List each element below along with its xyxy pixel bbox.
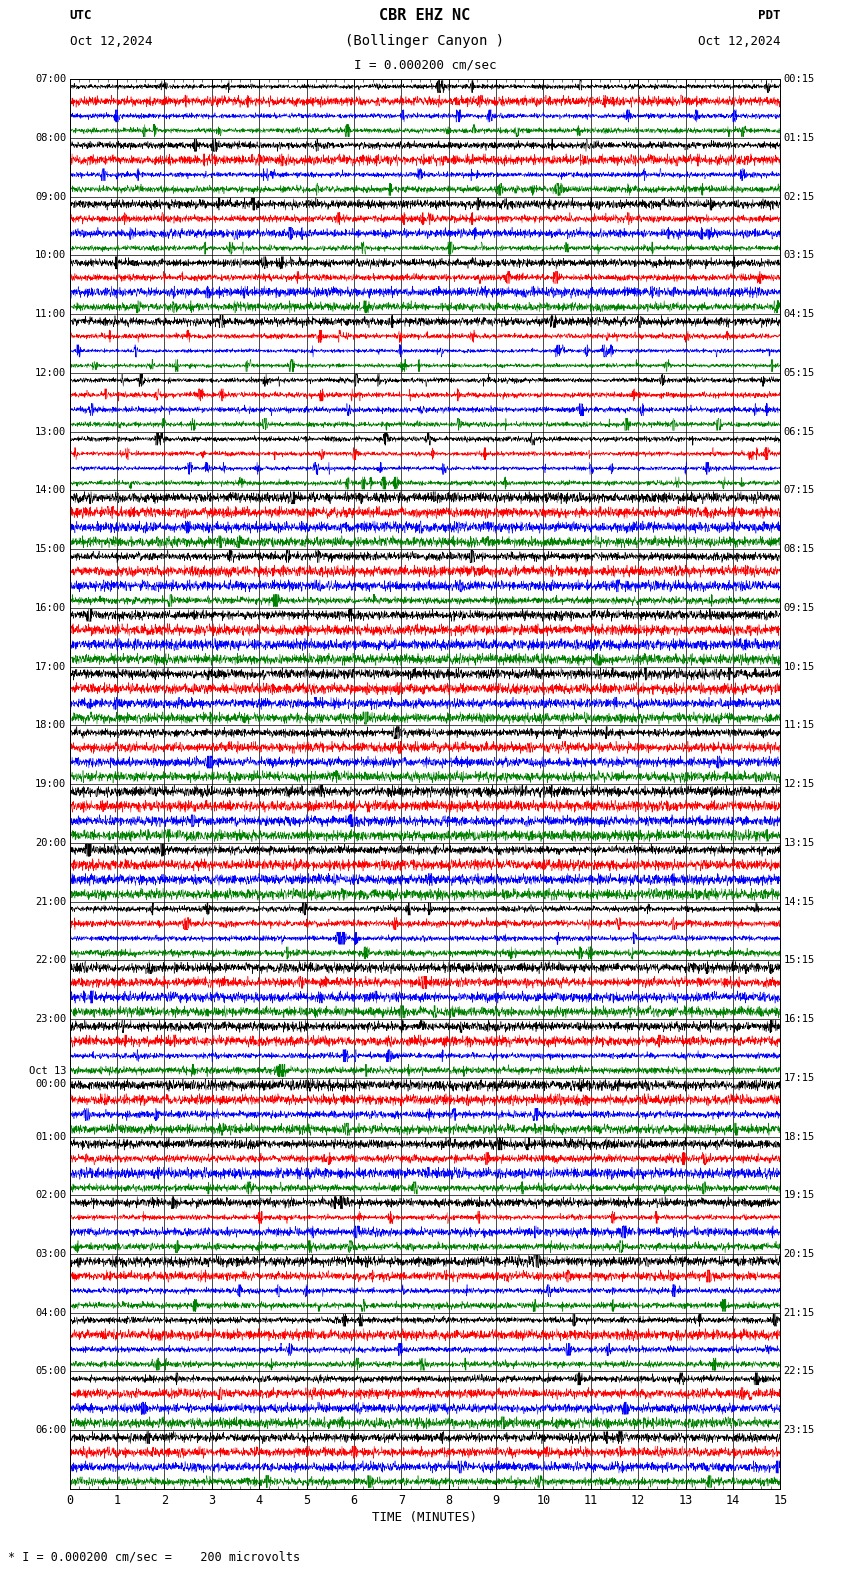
Text: 10:00: 10:00 xyxy=(35,250,66,260)
Text: (Bollinger Canyon ): (Bollinger Canyon ) xyxy=(345,35,505,48)
Text: 15:15: 15:15 xyxy=(784,955,815,965)
Text: 23:00: 23:00 xyxy=(35,1014,66,1023)
Text: 13:00: 13:00 xyxy=(35,426,66,437)
Text: 02:00: 02:00 xyxy=(35,1190,66,1201)
Text: 20:00: 20:00 xyxy=(35,838,66,847)
Text: 19:15: 19:15 xyxy=(784,1190,815,1201)
Text: 01:00: 01:00 xyxy=(35,1131,66,1142)
Text: 02:15: 02:15 xyxy=(784,192,815,201)
Text: 06:00: 06:00 xyxy=(35,1426,66,1435)
Text: 03:00: 03:00 xyxy=(35,1250,66,1259)
Text: 03:15: 03:15 xyxy=(784,250,815,260)
Text: 00:15: 00:15 xyxy=(784,74,815,84)
Text: PDT: PDT xyxy=(758,10,780,22)
Text: I = 0.000200 cm/sec: I = 0.000200 cm/sec xyxy=(354,59,496,71)
Text: 09:15: 09:15 xyxy=(784,604,815,613)
Text: 09:00: 09:00 xyxy=(35,192,66,201)
Text: 15:00: 15:00 xyxy=(35,545,66,554)
Text: 19:00: 19:00 xyxy=(35,779,66,789)
Text: 11:00: 11:00 xyxy=(35,309,66,318)
Text: 13:15: 13:15 xyxy=(784,838,815,847)
Text: 08:00: 08:00 xyxy=(35,133,66,143)
Text: 18:15: 18:15 xyxy=(784,1131,815,1142)
Text: 17:15: 17:15 xyxy=(784,1072,815,1083)
Text: Oct 12,2024: Oct 12,2024 xyxy=(698,35,780,48)
Text: 07:00: 07:00 xyxy=(35,74,66,84)
Text: 20:15: 20:15 xyxy=(784,1250,815,1259)
Text: 11:15: 11:15 xyxy=(784,721,815,730)
Text: 22:00: 22:00 xyxy=(35,955,66,965)
Text: UTC: UTC xyxy=(70,10,92,22)
Text: 17:00: 17:00 xyxy=(35,662,66,672)
Text: 16:15: 16:15 xyxy=(784,1014,815,1023)
Text: 10:15: 10:15 xyxy=(784,662,815,672)
Text: 12:00: 12:00 xyxy=(35,367,66,379)
Text: 22:15: 22:15 xyxy=(784,1367,815,1376)
Text: 12:15: 12:15 xyxy=(784,779,815,789)
Text: 14:15: 14:15 xyxy=(784,897,815,906)
X-axis label: TIME (MINUTES): TIME (MINUTES) xyxy=(372,1511,478,1524)
Text: 05:15: 05:15 xyxy=(784,367,815,379)
Text: 06:15: 06:15 xyxy=(784,426,815,437)
Text: 07:15: 07:15 xyxy=(784,485,815,496)
Text: 08:15: 08:15 xyxy=(784,545,815,554)
Text: 04:15: 04:15 xyxy=(784,309,815,318)
Text: Oct 13: Oct 13 xyxy=(29,1066,66,1077)
Text: 04:00: 04:00 xyxy=(35,1308,66,1318)
Text: 05:00: 05:00 xyxy=(35,1367,66,1376)
Text: * I = 0.000200 cm/sec =    200 microvolts: * I = 0.000200 cm/sec = 200 microvolts xyxy=(8,1551,301,1563)
Text: CBR EHZ NC: CBR EHZ NC xyxy=(379,8,471,24)
Text: 01:15: 01:15 xyxy=(784,133,815,143)
Text: 18:00: 18:00 xyxy=(35,721,66,730)
Text: 14:00: 14:00 xyxy=(35,485,66,496)
Text: Oct 12,2024: Oct 12,2024 xyxy=(70,35,152,48)
Text: 21:00: 21:00 xyxy=(35,897,66,906)
Text: 21:15: 21:15 xyxy=(784,1308,815,1318)
Text: 16:00: 16:00 xyxy=(35,604,66,613)
Text: 23:15: 23:15 xyxy=(784,1426,815,1435)
Text: 00:00: 00:00 xyxy=(35,1079,66,1090)
